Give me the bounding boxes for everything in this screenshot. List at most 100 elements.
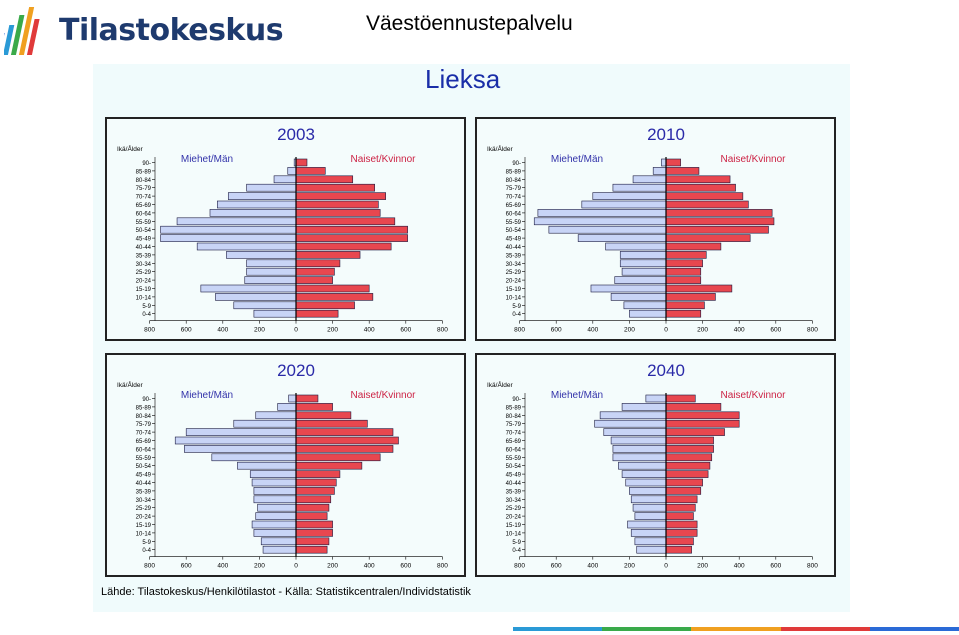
x-tick-label: 400 <box>364 563 375 570</box>
age-tick-label: 85-89 <box>506 169 522 175</box>
men-bar <box>244 276 297 284</box>
year-title: 2003 <box>277 125 315 144</box>
men-bar <box>533 217 667 226</box>
women-bar <box>295 251 361 259</box>
age-tick-label: 15-19 <box>136 287 152 293</box>
men-bar <box>273 175 297 184</box>
women-bar <box>295 419 368 428</box>
women-bar <box>665 512 694 520</box>
women-bar <box>295 436 399 445</box>
men-bar <box>200 284 297 293</box>
men-bar <box>621 403 667 411</box>
x-tick-label: 400 <box>734 563 745 570</box>
age-tick-label: 65-69 <box>136 203 152 209</box>
men-bar <box>237 461 297 470</box>
women-bar <box>295 183 375 192</box>
men-bar <box>255 512 297 520</box>
men-bar <box>645 394 667 403</box>
men-bar <box>592 192 667 200</box>
age-tick-label: 5-9 <box>512 540 521 546</box>
men-bar <box>160 234 297 242</box>
men-bar <box>614 276 667 284</box>
men-bar <box>226 251 297 259</box>
x-tick-label: 0 <box>664 563 668 570</box>
women-bar <box>665 242 722 251</box>
women-bar <box>665 520 698 529</box>
age-tick-label: 15-19 <box>136 523 152 529</box>
brand-name: Tilastokeskus <box>59 13 284 48</box>
age-tick-label: 0-4 <box>142 548 151 554</box>
men-bar <box>577 234 667 242</box>
men-bar <box>627 520 667 529</box>
age-tick-label: 35-39 <box>136 253 152 259</box>
women-bar <box>665 167 700 175</box>
age-tick-label: 45-49 <box>136 237 152 243</box>
age-tick-label: 30-34 <box>506 262 522 268</box>
women-bar <box>665 478 703 487</box>
men-bar <box>619 251 667 259</box>
age-tick-label: 80-84 <box>136 178 152 184</box>
women-bar <box>665 394 696 403</box>
women-bar <box>295 284 370 293</box>
year-title: 2010 <box>647 125 685 144</box>
x-tick-label: 400 <box>587 327 598 334</box>
men-bar <box>253 495 297 504</box>
men-label: Miehet/Män <box>551 390 603 401</box>
x-tick-label: 600 <box>400 563 411 570</box>
men-bar <box>610 436 667 445</box>
men-bar <box>217 200 297 209</box>
men-bar <box>160 225 297 234</box>
x-tick-label: 400 <box>217 327 228 334</box>
age-tick-label: 40-44 <box>506 481 522 487</box>
age-tick-label: 45-49 <box>506 473 522 479</box>
men-bar <box>629 487 667 495</box>
women-bar <box>665 487 702 495</box>
page-title: Väestöennustepalvelu <box>366 12 573 35</box>
women-bar <box>295 478 337 487</box>
women-bar <box>295 512 328 520</box>
men-bar <box>209 209 297 217</box>
x-tick-label: 200 <box>254 327 265 334</box>
x-tick-label: 800 <box>144 563 155 570</box>
age-tick-label: 20-24 <box>506 279 522 285</box>
age-tick-label: 40-44 <box>506 245 522 251</box>
women-bar <box>295 192 386 200</box>
men-label: Miehet/Män <box>181 390 233 401</box>
age-tick-label: 25-29 <box>506 270 522 276</box>
men-bar <box>630 529 667 537</box>
women-bar <box>665 225 769 234</box>
women-bar <box>665 470 709 478</box>
age-tick-label: 50-54 <box>136 464 152 470</box>
women-bar <box>295 209 381 217</box>
age-tick-label: 70-74 <box>506 431 522 437</box>
women-label: Naiset/Kvinnor <box>720 154 786 165</box>
age-tick-label: 80-84 <box>506 414 522 420</box>
men-bar <box>277 403 297 411</box>
logo-bars-icon <box>0 7 40 55</box>
men-bar <box>196 242 297 251</box>
age-tick-label: 10-14 <box>506 295 522 301</box>
women-bar <box>295 158 308 167</box>
tilastokeskus-logo[interactable]: Tilastokeskus <box>0 3 284 61</box>
age-axis-label: Ikä/Ålder <box>487 380 513 389</box>
women-bar <box>295 487 335 495</box>
men-bar <box>185 428 297 436</box>
men-bar <box>537 209 667 217</box>
bottom-bar-segment <box>869 627 959 631</box>
x-tick-label: 800 <box>807 563 818 570</box>
age-tick-label: 70-74 <box>506 195 522 201</box>
age-tick-label: 45-49 <box>136 473 152 479</box>
age-tick-label: 40-44 <box>136 245 152 251</box>
men-bar <box>618 461 667 470</box>
women-bar <box>295 428 394 436</box>
men-bar <box>632 503 667 512</box>
age-axis-label: Ikä/Ålder <box>117 380 143 389</box>
age-tick-label: 50-54 <box>506 464 522 470</box>
age-tick-label: 50-54 <box>506 228 522 234</box>
women-bar <box>295 394 319 403</box>
women-bar <box>665 200 749 209</box>
men-bar <box>621 267 667 276</box>
x-tick-label: 200 <box>697 563 708 570</box>
women-bar <box>665 428 725 436</box>
age-tick-label: 20-24 <box>136 515 152 521</box>
